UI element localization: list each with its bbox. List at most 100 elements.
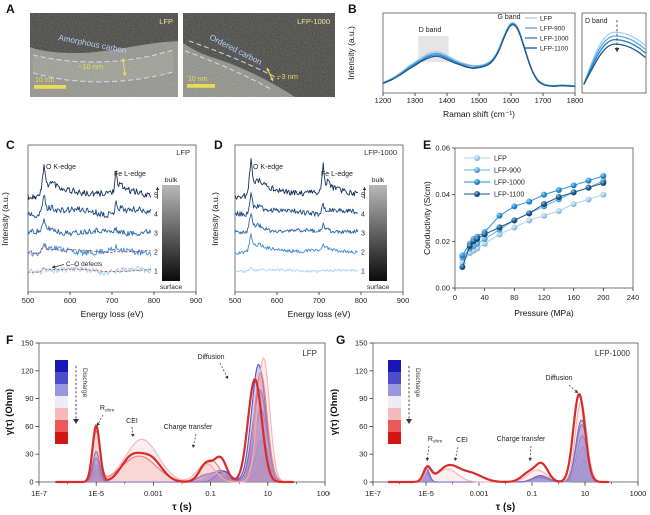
drt-fill-1 <box>388 446 609 482</box>
data-marker <box>474 236 481 242</box>
sample-tag: LFP-1000 <box>595 349 631 358</box>
panel-letter-f: F <box>6 333 14 347</box>
scalebar <box>34 85 66 89</box>
x-tick-label: 120 <box>538 293 551 302</box>
bulk-label: bulk <box>372 177 385 184</box>
legend-label: LFP-1100 <box>494 192 524 199</box>
discharge-colorbar-block <box>55 432 68 444</box>
discharge-colorbar-block <box>55 384 68 396</box>
y-tick-label: 0.06 <box>435 144 450 153</box>
legend-marker <box>474 167 480 173</box>
x-tick-label: 600 <box>64 296 77 305</box>
x-tick-label: 1500 <box>471 96 488 105</box>
legend-label: LFP-900 <box>540 26 565 33</box>
x-tick-label: 1200 <box>375 96 392 105</box>
eels-trace-3 <box>234 213 359 235</box>
trace-number: 2 <box>361 250 365 257</box>
x-tick-label: 0.1 <box>527 489 537 498</box>
data-marker <box>600 173 607 179</box>
y-tick-label: 120 <box>21 366 34 375</box>
x-tick-label: 1E-5 <box>418 489 434 498</box>
data-marker <box>511 224 518 231</box>
panel-letter-c: C <box>6 138 15 152</box>
arrowhead <box>130 433 135 437</box>
discharge-colorbar-block <box>388 408 401 420</box>
data-marker <box>496 212 503 219</box>
sample-tag: LFP-1000 <box>364 148 397 157</box>
conductivity-line-LFP <box>461 194 604 263</box>
y-tick-label: 150 <box>355 339 368 348</box>
drt-curve-4 <box>55 363 294 483</box>
bulk-label: bulk <box>165 177 178 184</box>
y-axis-label: Intensity (a.u.) <box>210 192 220 246</box>
fit-overlay-dashed <box>27 246 151 254</box>
x-tick-label: 1000 <box>317 489 330 498</box>
y-axis-label: γ(τ) (Ohm) <box>329 389 340 435</box>
data-marker <box>526 198 533 205</box>
arrowhead <box>73 419 79 424</box>
fe-l-edge-label: Fe L-edge <box>321 171 353 178</box>
x-tick-label: 1800 <box>567 96 584 105</box>
data-marker <box>496 231 503 238</box>
annotation-cei: CEI <box>126 418 138 425</box>
y-tick-label: 0.04 <box>435 190 450 199</box>
o-k-edge-label: O K-edge <box>46 164 76 171</box>
x-tick-label: 0.001 <box>144 489 163 498</box>
annotation-chargetransfer: Charge transfer <box>164 424 213 431</box>
data-marker <box>481 240 488 247</box>
data-marker <box>585 184 592 191</box>
legend-label: LFP-1000 <box>494 180 525 187</box>
trace-number: 3 <box>361 231 365 238</box>
y-axis-label: Intensity (a.u.) <box>346 26 356 80</box>
defects-label: C–O defects <box>66 261 103 268</box>
data-marker <box>541 212 547 219</box>
fit-overlay-dashed <box>27 267 151 273</box>
arrowhead <box>96 422 100 426</box>
eels-trace-2 <box>234 233 359 255</box>
x-axis-label: τ (s) <box>172 502 191 513</box>
legend-label: LFP-1100 <box>540 46 568 53</box>
depth-gradient-bar <box>162 185 180 281</box>
arrowhead <box>453 457 458 461</box>
arrowhead <box>406 419 412 424</box>
annotation-diffusion: Diffusion <box>197 354 224 361</box>
surface-label: surface <box>160 284 183 291</box>
x-tick-label: 1E-5 <box>88 489 104 498</box>
legend-label: LFP <box>540 16 552 23</box>
annotation-diffusion: Diffusion <box>545 375 572 382</box>
scalebar-label: 10 nm <box>188 76 208 83</box>
y-tick-label: 60 <box>25 422 33 431</box>
data-marker <box>585 177 592 184</box>
discharge-colorbar-block <box>55 408 68 420</box>
data-marker <box>459 264 466 270</box>
y-axis-label: γ(τ) (Ohm) <box>4 389 15 435</box>
x-tick-label: 700 <box>106 296 119 305</box>
x-tick-label: 40 <box>480 293 488 302</box>
sample-tag: LFP <box>302 349 317 358</box>
depth-gradient-bar <box>369 185 387 281</box>
data-marker <box>600 191 607 198</box>
data-marker <box>526 217 533 224</box>
legend-label: LFP-900 <box>494 168 521 175</box>
x-tick-label: 80 <box>510 293 518 302</box>
panel-letter-g: G <box>336 333 346 347</box>
annotation-rohm: Rohm <box>100 405 114 414</box>
raman-curve-LFP-900 <box>382 22 576 87</box>
data-marker <box>466 243 473 249</box>
discharge-colorbar-block <box>388 384 401 396</box>
layer-boundary-upper-dashed <box>32 49 174 63</box>
x-tick-label: 700 <box>313 296 326 305</box>
eels-trace-2 <box>27 242 152 257</box>
x-tick-label: 500 <box>22 296 35 305</box>
discharge-colorbar-block <box>55 396 68 408</box>
y-tick-label: 90 <box>25 394 33 403</box>
trace-number: 1 <box>154 269 158 276</box>
legend-label: LFP <box>494 156 507 163</box>
discharge-label: Discharge <box>81 368 88 398</box>
x-tick-label: 1E-7 <box>31 489 47 498</box>
data-marker <box>496 224 503 231</box>
x-tick-label: 1700 <box>535 96 552 105</box>
panel-a-tem-images: LFP Amorphous carbon ~10 nm 10 nm LFP-10… <box>30 13 335 97</box>
x-tick-label: 900 <box>397 296 410 305</box>
scalebar <box>187 84 215 88</box>
